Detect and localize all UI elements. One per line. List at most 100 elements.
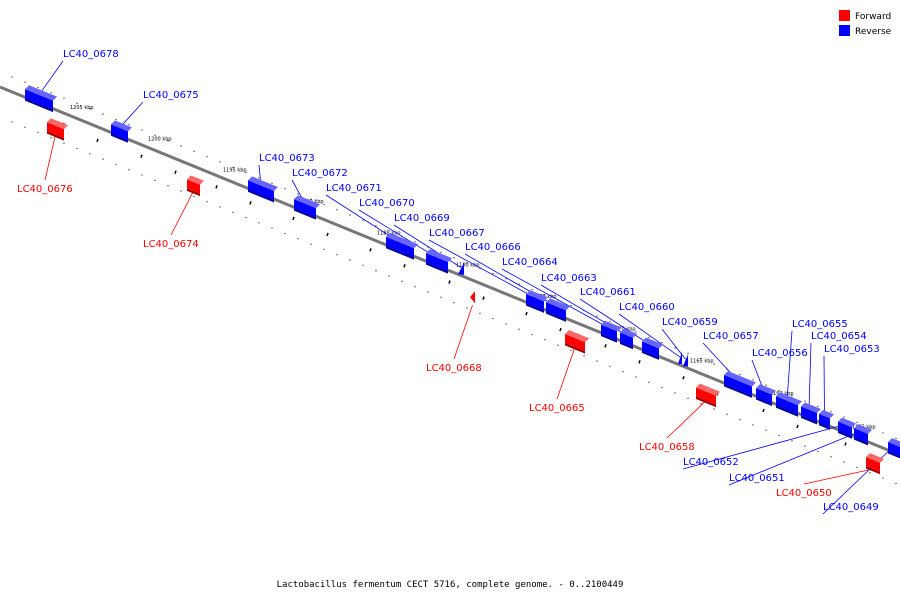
leader-line	[728, 430, 862, 486]
gene-box	[756, 388, 772, 404]
gene-box-top	[756, 384, 776, 395]
gene-LC40_0655[interactable]	[776, 392, 802, 417]
gene-LC40_0664[interactable]	[601, 320, 621, 343]
gene-label[interactable]: LC40_0678	[63, 49, 119, 60]
gene-box-top	[248, 176, 278, 192]
gene-LC40_0671[interactable]	[386, 232, 418, 260]
gene-LC40_0651[interactable]	[854, 424, 872, 446]
guide-dot	[752, 379, 754, 381]
gene-box	[642, 341, 659, 358]
gene-LC40_0657[interactable]	[724, 371, 756, 398]
gene-label[interactable]: LC40_0673	[259, 153, 315, 164]
gene-label[interactable]: LC40_0653	[824, 344, 880, 355]
gene-LC40_0649[interactable]	[888, 438, 900, 459]
gene-label[interactable]: LC40_0656	[752, 348, 808, 359]
guide-dot	[180, 145, 182, 147]
gene-label[interactable]: LC40_0660	[619, 302, 675, 313]
gene-label[interactable]: LC40_0651	[729, 473, 785, 484]
gene-LC40_0673[interactable]	[248, 176, 278, 203]
tick-mark	[638, 360, 641, 364]
gene-label[interactable]: LC40_0654	[811, 331, 867, 342]
guide-dot	[141, 129, 143, 131]
tick-mark	[215, 185, 218, 189]
gene-LC40_0675[interactable]	[111, 120, 132, 143]
gene-box-top	[47, 118, 68, 130]
guide-dot	[11, 76, 13, 78]
gene-box	[294, 199, 316, 218]
guide-dot	[583, 355, 585, 357]
guide-dot	[401, 280, 403, 283]
gene-LC40_0650[interactable]	[866, 453, 884, 475]
gene-label[interactable]: LC40_0664	[502, 257, 558, 268]
gene-LC40_0656[interactable]	[756, 384, 776, 407]
gene-box-shadow	[248, 189, 274, 203]
guide-dot	[492, 317, 494, 320]
gene-label[interactable]: LC40_0666	[465, 242, 521, 253]
guide-dot	[479, 312, 481, 314]
gene-label[interactable]: LC40_0655	[792, 319, 848, 330]
gene-label[interactable]: LC40_0675	[143, 90, 199, 101]
gene-label[interactable]: LC40_0659	[662, 317, 718, 328]
gene-LC40_0663[interactable]	[620, 328, 637, 350]
gene-label[interactable]: LC40_0665	[529, 403, 585, 414]
guide-dot	[765, 429, 767, 431]
gene-LC40_0667[interactable]	[526, 290, 548, 313]
gene-label[interactable]: LC40_0658	[639, 442, 695, 453]
gene-label[interactable]: LC40_0669	[394, 213, 450, 224]
gene-LC40_0652[interactable]	[838, 417, 856, 439]
tick-mark	[174, 170, 177, 174]
gene-box-top	[111, 120, 132, 132]
gene-LC40_0666[interactable]	[546, 298, 570, 322]
gene-label[interactable]: LC40_0676	[17, 184, 73, 195]
gene-box-shadow	[294, 208, 316, 220]
gene-box	[386, 236, 414, 258]
gene-label[interactable]: LC40_0661	[580, 287, 636, 298]
gene-box	[187, 179, 200, 194]
gene-LC40_0654[interactable]	[801, 402, 821, 425]
gene-box	[724, 375, 752, 396]
gene-label[interactable]: LC40_0672	[292, 168, 348, 179]
gene-LC40_0670[interactable]	[426, 249, 452, 274]
gene-box-top	[25, 85, 57, 101]
guide-dot	[713, 363, 715, 365]
leader-line	[170, 190, 194, 236]
gene-LC40_0653[interactable]	[819, 409, 834, 430]
gene-LC40_0658[interactable]	[696, 383, 720, 408]
gene-label[interactable]: LC40_0667	[429, 228, 485, 239]
gene-LC40_0674[interactable]	[187, 175, 204, 197]
gene-label[interactable]: LC40_0674	[143, 239, 199, 250]
gene-label[interactable]: LC40_0668	[426, 363, 482, 374]
gene-LC40_0669[interactable]	[458, 262, 464, 275]
guide-dot	[453, 301, 455, 304]
guide-dot	[271, 182, 273, 184]
guide-dot	[102, 113, 104, 115]
guide-dot	[76, 147, 78, 150]
tick-mark	[292, 216, 295, 221]
leader-line	[119, 101, 144, 129]
gene-label[interactable]: LC40_0650	[776, 488, 832, 499]
gene-box-top	[819, 409, 834, 419]
gene-LC40_0678[interactable]	[25, 85, 57, 113]
gene-LC40_0660[interactable]	[678, 351, 682, 365]
gene-LC40_0665[interactable]	[565, 330, 589, 354]
gene-label[interactable]: LC40_0671	[326, 183, 382, 194]
guide-dot	[817, 450, 819, 453]
gene-LC40_0672[interactable]	[294, 195, 320, 220]
guide-dot	[89, 153, 91, 155]
gene-LC40_0676[interactable]	[47, 118, 68, 141]
guide-dot	[232, 211, 234, 213]
gene-label[interactable]: LC40_0670	[359, 198, 415, 209]
guide-dot	[661, 341, 663, 344]
guide-dot	[219, 161, 221, 163]
gene-LC40_0668[interactable]	[470, 291, 475, 304]
gene-box-shadow	[526, 303, 544, 313]
gene-box	[565, 334, 585, 352]
gene-label[interactable]: LC40_0663	[541, 273, 597, 284]
gene-label[interactable]: LC40_0652	[683, 457, 739, 468]
tick-mark	[796, 424, 799, 429]
gene-LC40_0659[interactable]	[683, 354, 688, 367]
gene-LC40_0661[interactable]	[642, 337, 663, 360]
guide-dot	[167, 139, 169, 142]
gene-label[interactable]: LC40_0649	[823, 502, 879, 513]
gene-label[interactable]: LC40_0657	[703, 331, 759, 342]
